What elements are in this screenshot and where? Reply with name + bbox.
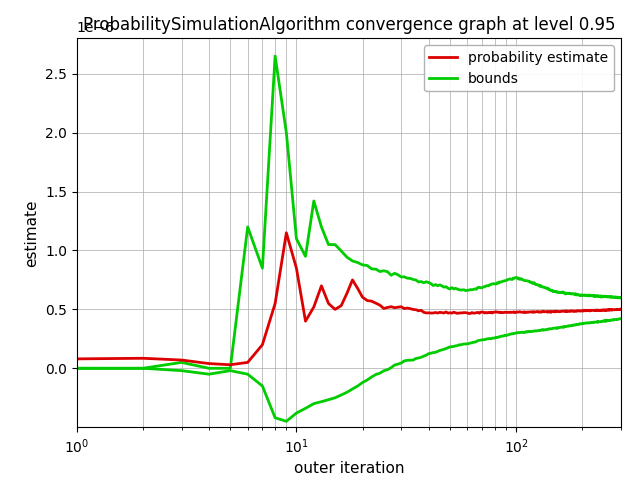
- Text: 1e−6: 1e−6: [77, 21, 115, 35]
- Legend: probability estimate, bounds: probability estimate, bounds: [424, 45, 614, 91]
- X-axis label: outer iteration: outer iteration: [294, 461, 404, 476]
- Y-axis label: estimate: estimate: [24, 199, 40, 266]
- Title: ProbabilitySimulationAlgorithm convergence graph at level 0.95: ProbabilitySimulationAlgorithm convergen…: [83, 16, 615, 34]
